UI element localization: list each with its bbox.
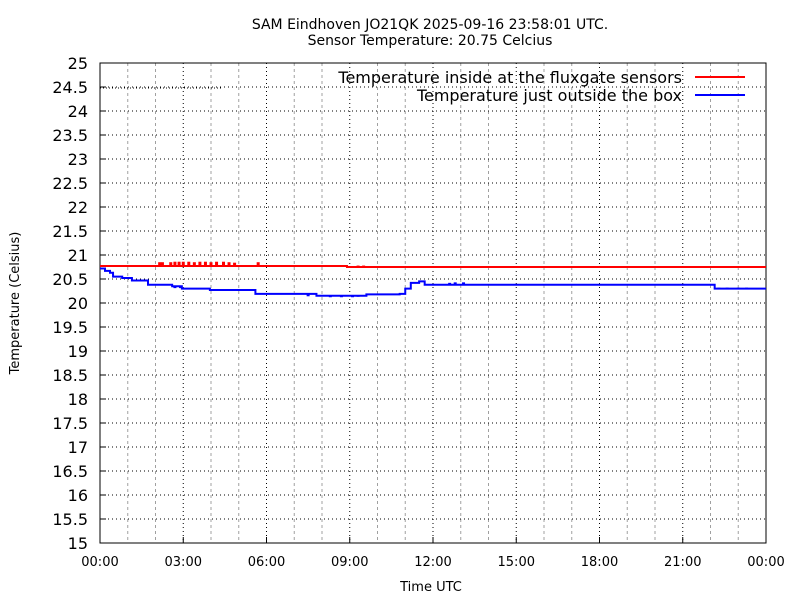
x-tick-label: 18:00 (581, 555, 618, 570)
chart-subtitle: Sensor Temperature: 20.75 Celcius (308, 33, 553, 49)
y-tick-label: 19 (68, 342, 88, 361)
x-tick-label: 21:00 (664, 555, 701, 570)
y-tick-label: 20.5 (52, 270, 88, 289)
series (100, 261, 766, 298)
x-tick-label: 00:00 (81, 555, 118, 570)
series-line-1 (100, 267, 766, 297)
y-tick-label: 18.5 (52, 366, 88, 385)
legend-label-inside: Temperature inside at the fluxgate senso… (337, 68, 682, 87)
y-tick-label: 22 (68, 198, 88, 217)
x-tick-label: 00:00 (747, 555, 784, 570)
y-tick-label: 17.5 (52, 414, 88, 433)
y-axis-label: Temperature (Celsius) (8, 232, 23, 376)
x-tick-label: 06:00 (248, 555, 285, 570)
y-tick-label: 18 (68, 390, 88, 409)
y-tick-label: 16 (68, 486, 88, 505)
series-line-0 (100, 265, 766, 268)
y-tick-label: 22.5 (52, 174, 88, 193)
y-tick-label: 23 (68, 150, 88, 169)
y-tick-label: 25 (68, 54, 88, 73)
x-tick-label: 12:00 (414, 555, 451, 570)
grid (100, 63, 766, 543)
y-tick-label: 23.5 (52, 126, 88, 145)
x-tick-label: 15:00 (498, 555, 535, 570)
y-tick-label: 24 (68, 102, 88, 121)
x-axis-label: Time UTC (399, 580, 462, 595)
y-tick-label: 16.5 (52, 462, 88, 481)
y-tick-label: 21 (68, 246, 88, 265)
legend-label-outside: Temperature just outside the box (416, 86, 682, 105)
y-tick-label: 19.5 (52, 318, 88, 337)
y-tick-label: 20 (68, 294, 88, 313)
y-tick-label: 17 (68, 438, 88, 457)
chart-title: SAM Eindhoven JO21QK 2025-09-16 23:58:01… (252, 17, 608, 33)
y-tick-label: 24.5 (52, 78, 88, 97)
y-tick-label: 21.5 (52, 222, 88, 241)
ticks: 00:00 03:00 06:00 09:00 12:00 15:00 18:00 21:00… (52, 54, 784, 570)
x-tick-label: 09:00 (331, 555, 368, 570)
x-tick-label: 03:00 (165, 555, 202, 570)
y-tick-label: 15 (68, 534, 88, 553)
y-tick-label: 15.5 (52, 510, 88, 529)
